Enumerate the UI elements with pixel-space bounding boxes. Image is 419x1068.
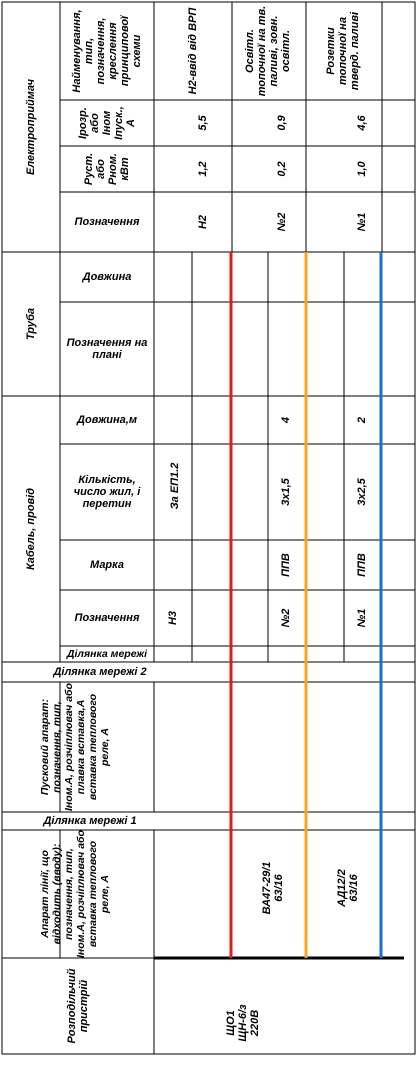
line-1-cable-cores: 3х1,5 <box>280 478 292 506</box>
line-2-name: Розетки топочної на тверд. паливі <box>325 11 361 91</box>
header-consumer-designation: Позначення <box>74 216 140 228</box>
line-0-cable-cores: За ЕП1.2 <box>169 462 181 510</box>
section-distributor: Розподільчий пристрій <box>66 968 90 1044</box>
header-cable-length: Довжина,м <box>77 414 137 426</box>
line-2-designation: №1 <box>356 212 368 232</box>
line-2-power: 1,0 <box>356 161 368 177</box>
line-1-cable-brand: ППВ <box>280 553 292 577</box>
header-pipe-plan: Позначення на плані <box>66 337 148 361</box>
row-section-2: Ділянка мережі 2 <box>53 666 147 678</box>
line-0-current: 5,5 <box>197 115 209 131</box>
line-1-cable-length: 4 <box>280 416 292 424</box>
line-1-power: 0,2 <box>276 161 288 177</box>
line-2-cable-designation: №1 <box>356 608 368 628</box>
line-1-breaker: ВА47-29/1 63/16 <box>261 861 285 915</box>
line-2-current: 4,6 <box>356 115 368 131</box>
header-consumer-current: Ірозр. або Іном Іпуск., А <box>77 106 137 140</box>
distributor-value: ЩО1 ЩН-6/з 220В <box>225 1004 261 1042</box>
section-starter: Пусковий апарат: позначення, тип, Іном.А… <box>39 683 111 811</box>
header-cable-section: Ділянка мережі <box>66 648 148 660</box>
line-0-designation: Н2 <box>197 214 209 230</box>
header-pipe-length: Довжина <box>82 271 132 283</box>
section-pipe: Труба <box>25 307 37 341</box>
line-1-designation: №2 <box>276 212 288 232</box>
line-0-cable-designation: Н3 <box>167 610 179 626</box>
line-1-name: Освітл. топочної на тв. паливі, зовн. ос… <box>244 5 292 97</box>
line-2-cable-length: 2 <box>356 416 368 424</box>
line-0-power: 1,2 <box>197 161 209 177</box>
row-section-1: Ділянка мережі 1 <box>43 815 137 827</box>
line-2-cable-brand: ППВ <box>356 553 368 577</box>
header-consumer-name: Найменування, тип, позначення, креслення… <box>71 9 143 93</box>
line-0-name: Н2-ввід від ВРП <box>187 7 199 95</box>
section-breaker: Апарат лінії, що відходить (вводу): позн… <box>39 830 111 958</box>
line-2-cable-cores: 3х2,5 <box>356 478 368 506</box>
line-1-cable-designation: №2 <box>280 608 292 628</box>
header-cable-designation: Позначення <box>74 612 140 624</box>
outer-border <box>1 1 416 1055</box>
line-2-breaker: АД12/2 63/16 <box>336 869 360 907</box>
section-consumer: Електроприймач <box>25 78 37 176</box>
line-1-current: 0,9 <box>276 115 288 131</box>
section-cable: Кабель, провід <box>25 487 37 571</box>
header-cable-brand: Марка <box>90 559 124 571</box>
header-consumer-power: Руст. або Рном. кВт <box>83 152 131 186</box>
header-cable-cores: Кількість, число жил, і перетин <box>73 474 141 510</box>
